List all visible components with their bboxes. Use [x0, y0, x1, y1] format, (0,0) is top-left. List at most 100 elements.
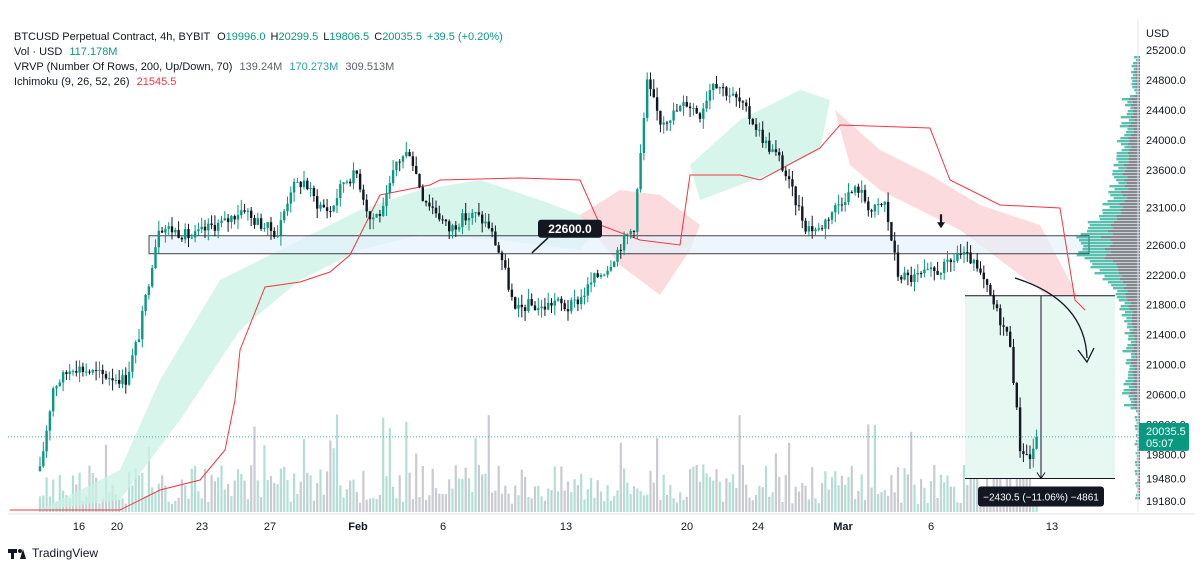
price-tick-label: 23600.0 [1146, 165, 1186, 177]
profile-up-row [1123, 389, 1131, 392]
candle-body [712, 83, 715, 91]
volume-bar [913, 484, 916, 512]
profile-down-row [1137, 494, 1140, 497]
volume-bar [464, 467, 467, 512]
profile-down-row [1131, 320, 1140, 323]
volume-bar [467, 478, 471, 512]
profile-up-row [1116, 179, 1125, 182]
price-axis[interactable]: 25200.0 24800.0 24400.0 24000.0 23600.0 23100… [1137, 20, 1189, 512]
candle-body [646, 79, 649, 119]
volume-bar [791, 503, 794, 512]
candle-body [652, 89, 655, 98]
footer-brand[interactable]: TradingView [8, 544, 98, 562]
volume-bar [52, 479, 55, 512]
volume-bar [900, 502, 903, 512]
volume-bar [880, 492, 883, 512]
candle-body [537, 308, 540, 311]
volume-bar [194, 465, 197, 512]
volume-bar [378, 494, 381, 512]
date-tick-label: 20 [681, 521, 693, 533]
candle-body [471, 212, 474, 218]
profile-up-row [1136, 485, 1138, 488]
volume-bar [124, 503, 127, 512]
last-price-value: 20035.5 [1146, 426, 1186, 438]
candle-body [933, 267, 936, 271]
volume-bar [662, 474, 665, 512]
volume-bar [108, 492, 111, 512]
candle-body [444, 219, 448, 222]
candle-body [976, 259, 979, 269]
profile-up-row [1125, 131, 1134, 134]
profile-down-row [1127, 152, 1140, 155]
date-tick-label: 23 [196, 521, 208, 533]
candle-body [292, 181, 296, 193]
profile-down-row [1132, 311, 1140, 314]
volume-bar [715, 469, 718, 512]
vrvp-value-3: 309.513M [345, 61, 395, 73]
profile-down-row [1127, 290, 1140, 293]
profile-up-row [1089, 260, 1113, 263]
volume-bar [230, 496, 233, 512]
legend-row-volume[interactable]: Vol · USD 117.178M [14, 45, 503, 60]
time-axis[interactable]: 16 20 23 27 Feb 6 13 20 24 Mar 6 13 [8, 513, 1195, 533]
profile-up-row [1134, 89, 1138, 92]
profile-up-row [1130, 341, 1136, 344]
candle-body [141, 310, 144, 340]
volume-bar [474, 438, 477, 512]
profile-down-row [1137, 446, 1140, 449]
candle-body [995, 304, 999, 309]
volume-bar [527, 496, 530, 512]
candle-body [405, 152, 408, 157]
candle-body [42, 451, 45, 467]
profile-down-row [1126, 182, 1140, 185]
legend-row-vrvp[interactable]: VRVP (Number Of Rows, 200, Up/Down, 70) … [14, 60, 503, 75]
volume-bar [517, 495, 520, 512]
profile-up-row [1121, 122, 1131, 125]
candle-body [98, 369, 101, 371]
profile-down-row [1137, 464, 1140, 467]
candle-body [52, 388, 55, 412]
vrvp-label: VRVP (Number Of Rows, 200, Up/Down, 70) [14, 61, 233, 73]
volume-bar [629, 493, 632, 512]
profile-down-row [1137, 416, 1140, 419]
profile-up-row [1125, 104, 1131, 107]
candle-body [283, 211, 286, 221]
price-tick-label: 19180.0 [1146, 496, 1186, 508]
profile-up-row [1128, 386, 1135, 389]
profile-down-row [1138, 422, 1140, 425]
volume-bar [408, 472, 411, 512]
zone-rect [148, 235, 1090, 255]
profile-down-row [1133, 365, 1140, 368]
volume-bar [632, 486, 636, 512]
candle-body [913, 274, 916, 282]
profile-down-row [1121, 212, 1140, 215]
candle-body [576, 299, 580, 305]
volume-bar [748, 497, 751, 512]
measure-arrow-head [1036, 472, 1046, 480]
profile-down-row [1122, 275, 1140, 278]
volume-bar [312, 500, 315, 512]
candle-body [299, 181, 302, 188]
candle-body [114, 379, 118, 381]
candle-body [662, 122, 665, 125]
volume-bar [867, 424, 870, 512]
volume-bar [692, 466, 695, 512]
profile-down-row [1138, 476, 1140, 479]
profile-up-row [1114, 188, 1129, 191]
legend-row-ichimoku[interactable]: Ichimoku (9, 26, 52, 26) 21545.5 [14, 75, 503, 90]
volume-bar [642, 495, 645, 512]
candle-body [923, 269, 926, 274]
profile-up-row [1136, 422, 1139, 425]
candle-body [177, 229, 180, 238]
profile-up-row [1078, 251, 1112, 254]
last-price-badge[interactable] [1139, 422, 1189, 451]
symbol-title[interactable]: BTCUSD Perpetual Contract, 4h, BYBIT [14, 31, 211, 43]
volume-bar [920, 479, 923, 512]
volume-bar [322, 494, 325, 512]
profile-down-row [1131, 359, 1140, 362]
volume-bar [487, 415, 490, 512]
volume-bar [339, 485, 342, 512]
candle-body [1018, 407, 1022, 452]
volume-bar [698, 481, 702, 512]
